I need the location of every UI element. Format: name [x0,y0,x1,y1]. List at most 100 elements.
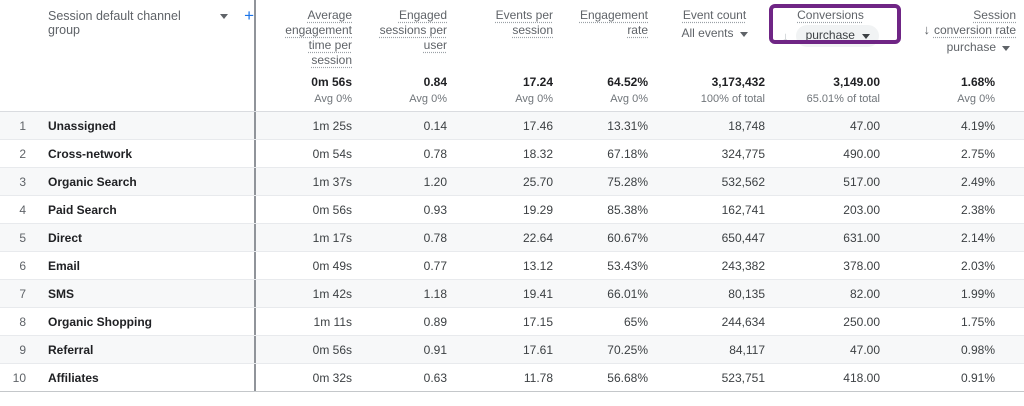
dimension-header[interactable]: Session default channel group + [0,0,256,68]
column-header-engagement-rate[interactable]: Engagement rate [561,0,656,68]
metric-cell: 2.49% [960,174,995,189]
metric-cell: 523,751 [721,370,765,385]
column-header-event-count[interactable]: Event count All events [656,0,773,68]
metric-cell: 0.98% [960,342,995,357]
metric-cell: 0.14 [423,118,447,133]
channel-name: Email [48,258,81,273]
column-title[interactable]: Event count [682,8,747,22]
table-row: 1 Unassigned 1m 25s 0.14 17.46 13.31% 18,… [0,112,1024,140]
total-value: 64.52% [607,75,648,89]
metric-cell: 0m 56s [312,342,352,357]
row-rank: 8 [19,314,26,329]
row-rank: 6 [19,258,26,273]
event-count-dropdown[interactable]: All events [681,26,748,41]
session-conversion-rate-event-dropdown[interactable]: purchase [947,40,1010,55]
metric-cell: 650,447 [721,230,765,245]
column-header-conversions[interactable]: Conversions ↓ purchase [773,0,888,68]
metric-cell: 82.00 [849,286,880,301]
metric-cell: 1m 42s [312,286,352,301]
metric-cell: 66.01% [607,286,648,301]
metric-cell: 0m 54s [312,146,352,161]
channel-name: Referral [48,342,94,357]
conversions-event-dropdown[interactable]: purchase [795,25,879,47]
column-header-session-conversion-rate[interactable]: Session ↓ conversion rate purchase [888,0,1024,68]
metric-cell: 1m 17s [312,230,352,245]
add-dimension-button[interactable]: + [244,6,254,25]
table-row: 3 Organic Search 1m 37s 1.20 25.70 75.28%… [0,168,1024,196]
column-title-line2[interactable]: conversion rate [933,23,1016,37]
metric-cell: 11.78 [523,370,553,385]
total-cell: 1.68% Avg 0% [888,62,1024,111]
table-row: 10 Affiliates 0m 32s 0.63 11.78 56.68% 52… [0,364,1024,392]
metric-cell: 631.00 [843,230,880,245]
total-value: 3,149.00 [833,75,880,89]
channel-name: Organic Shopping [48,314,152,329]
metric-cell: 0.63 [423,370,447,385]
metric-cell: 1.20 [423,174,447,189]
metric-cell: 324,775 [721,146,765,161]
metric-cell: 80,135 [728,286,765,301]
column-title[interactable]: Conversions [797,8,864,22]
metric-cell: 1m 11s [313,314,352,329]
column-header-engaged-sessions-per-user[interactable]: Engaged sessions per user [360,0,455,68]
channel-name: Organic Search [48,174,137,189]
dimension-cell: 2 Cross-network [0,140,256,167]
total-cell: 3,149.00 65.01% of total [773,62,888,111]
row-rank: 9 [19,342,26,357]
column-title-line1[interactable]: Session [973,8,1016,22]
dimension-cell: 10 Affiliates [0,364,256,391]
metric-cell: 418.00 [843,370,880,385]
column-header-avg-engagement-time[interactable]: Average engagement time per session [256,0,360,68]
sort-descending-icon[interactable]: ↓ [782,28,789,44]
metric-cell: 1.18 [423,286,447,301]
sort-descending-icon[interactable]: ↓ [923,22,930,37]
channel-name: Paid Search [48,202,117,217]
metric-cell: 0.91% [960,370,995,385]
metric-cell: 75.28% [607,174,648,189]
conversions-event-dropdown-value[interactable]: purchase [805,28,855,42]
chevron-down-icon [739,32,748,37]
metric-cell: 2.38% [960,202,995,217]
metric-cell: 0m 49s [312,258,352,273]
table-header-row: Session default channel group + Average … [0,0,1024,68]
metric-cell: 2.03% [960,258,995,273]
column-title[interactable]: Engaged sessions per user [379,8,447,52]
metric-cell: 1.75% [960,314,995,329]
total-value: 3,173,432 [711,75,765,89]
metric-cell: 4.19% [960,118,995,133]
event-count-dropdown-value[interactable]: All events [681,26,734,40]
dimension-cell: 5 Direct [0,224,256,251]
total-cell: 64.52% Avg 0% [561,62,656,111]
channel-name: Direct [48,230,83,245]
metric-cell: 0m 56s [312,202,352,217]
total-value: 0.84 [423,75,447,89]
metric-cell: 13.31% [607,118,648,133]
total-subtext: Avg 0% [957,93,995,105]
channel-name: Affiliates [48,370,99,385]
metric-cell: 60.67% [607,230,648,245]
dimension-cell: 6 Email [0,252,256,279]
metric-cell: 0.93 [423,202,447,217]
total-subtext: Avg 0% [515,93,553,105]
metric-cell: 22.64 [522,230,553,245]
total-cell: 17.24 Avg 0% [455,62,561,111]
totals-row: 0m 56s Avg 0% 0.84 Avg 0% 17.24 Avg 0% 6… [0,62,1024,112]
dimension-cell: 3 Organic Search [0,168,256,195]
chevron-down-icon[interactable] [220,14,229,19]
dimension-header-label[interactable]: Session default channel group [48,9,181,37]
metric-cell: 17.61 [522,342,553,357]
session-conversion-rate-event-dropdown-value[interactable]: purchase [946,40,996,54]
column-header-events-per-session[interactable]: Events per session [455,0,561,68]
metric-cell: 17.15 [522,314,553,329]
total-subtext: Avg 0% [314,93,352,105]
dimension-cell: 7 SMS [0,280,256,307]
total-value: 0m 56s [311,75,352,89]
metric-cell: 532,562 [721,174,765,189]
dimension-cell: 1 Unassigned [0,112,256,139]
column-title[interactable]: Events per session [495,8,553,37]
metric-cell: 65% [623,314,648,329]
column-title[interactable]: Engagement rate [579,8,648,37]
dimension-cell: 8 Organic Shopping [0,308,256,335]
dimension-cell: 4 Paid Search [0,196,256,223]
column-title[interactable]: Average engagement time per session [285,8,352,67]
